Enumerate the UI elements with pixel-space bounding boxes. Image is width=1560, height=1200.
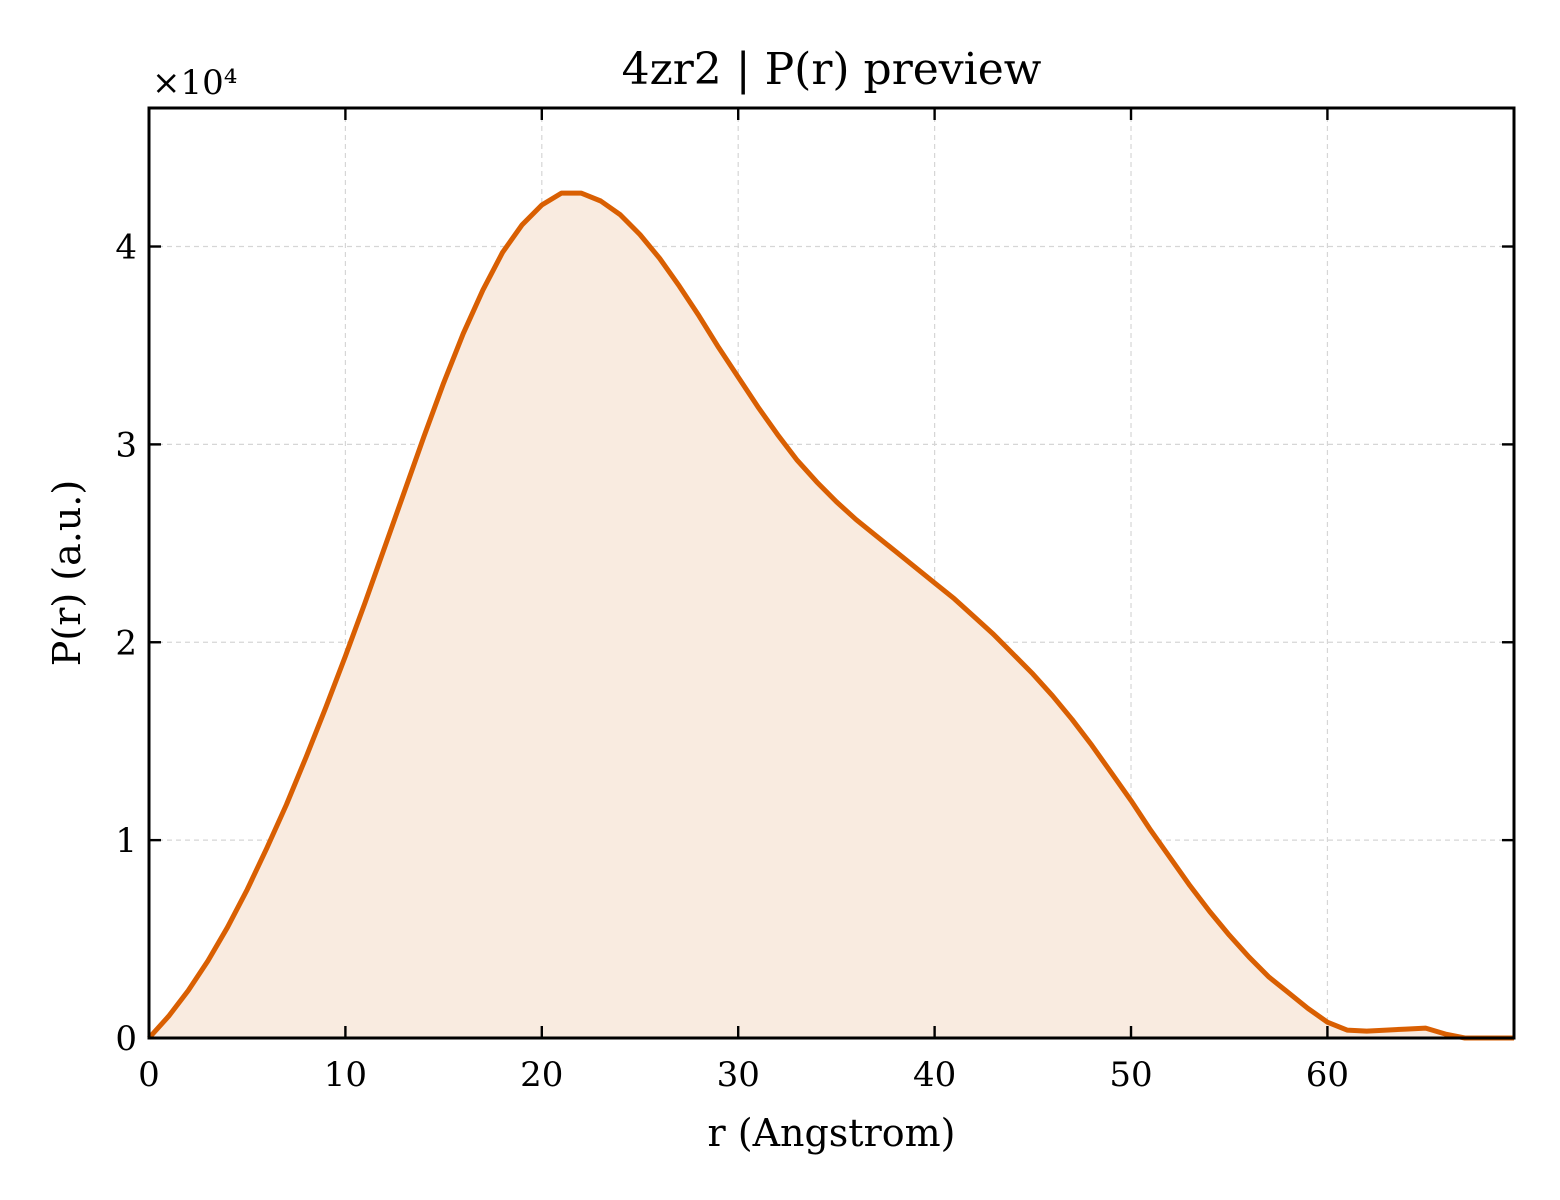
pr-area-fill	[149, 193, 1514, 1039]
x-tick-label: 0	[138, 1055, 160, 1095]
x-tick-label: 40	[913, 1055, 956, 1095]
x-tick-label: 50	[1109, 1055, 1152, 1095]
chart-title: 4zr2 | P(r) preview	[622, 44, 1042, 95]
x-tick-label: 60	[1306, 1055, 1349, 1095]
x-tick-label: 20	[520, 1055, 563, 1095]
x-tick-label: 30	[717, 1055, 760, 1095]
y-tick-label: 0	[115, 1019, 137, 1059]
plot-frame	[147, 106, 1516, 1040]
x-tick-label: 10	[324, 1055, 367, 1095]
y-axis-label: P(r) (a.u.)	[45, 480, 89, 666]
y-tick-label: 1	[115, 821, 137, 861]
y-tick-label: 4	[115, 228, 137, 268]
pr-series-line	[147, 190, 1514, 1041]
tick-layer: 0 10 20 30 40 50 60 0 1 2 3 4	[115, 108, 1514, 1095]
y-offset-label: ×10⁴	[152, 63, 237, 103]
y-tick-label: 3	[115, 425, 137, 465]
y-tick-label: 2	[115, 623, 137, 663]
x-axis-label: r (Angstrom)	[708, 1111, 956, 1155]
